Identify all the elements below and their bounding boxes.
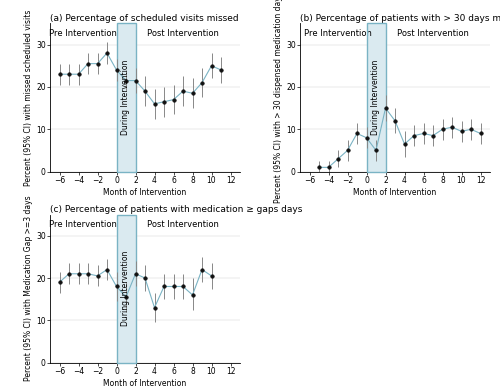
Text: (a) Percentage of scheduled visits missed: (a) Percentage of scheduled visits misse… [50, 14, 238, 23]
Y-axis label: Percent (95% CI) with > 30 dispensed medication days: Percent (95% CI) with > 30 dispensed med… [274, 0, 283, 203]
Text: During Intervention: During Intervention [372, 60, 380, 135]
X-axis label: Month of Intervention: Month of Intervention [354, 188, 436, 197]
Text: Pre Intervention: Pre Intervention [50, 220, 117, 229]
Text: Post Intervention: Post Intervention [397, 29, 469, 38]
Y-axis label: Percent (95% CI) with missed scheduled visits: Percent (95% CI) with missed scheduled v… [24, 9, 34, 186]
Bar [116, 23, 136, 172]
Text: During Intervention: During Intervention [122, 251, 130, 326]
Y-axis label: Percent (95% CI) with Medication Gap >=3 days: Percent (95% CI) with Medication Gap >=3… [24, 196, 34, 381]
Text: (b) Percentage of patients with > 30 days medication dispensed: (b) Percentage of patients with > 30 day… [300, 14, 500, 23]
Bar [366, 23, 386, 172]
Text: During Intervention: During Intervention [122, 60, 130, 135]
Text: Post Intervention: Post Intervention [147, 29, 219, 38]
Bar [116, 23, 136, 172]
Bar [116, 215, 136, 363]
Bar [116, 215, 136, 363]
Text: Pre Intervention: Pre Intervention [304, 29, 372, 38]
Bar [366, 23, 386, 172]
X-axis label: Month of Intervention: Month of Intervention [104, 188, 186, 197]
Text: Post Intervention: Post Intervention [147, 220, 219, 229]
Text: (c) Percentage of patients with medication ≥ gaps days: (c) Percentage of patients with medicati… [50, 205, 302, 214]
Text: Pre Intervention: Pre Intervention [50, 29, 117, 38]
X-axis label: Month of Intervention: Month of Intervention [104, 379, 186, 388]
